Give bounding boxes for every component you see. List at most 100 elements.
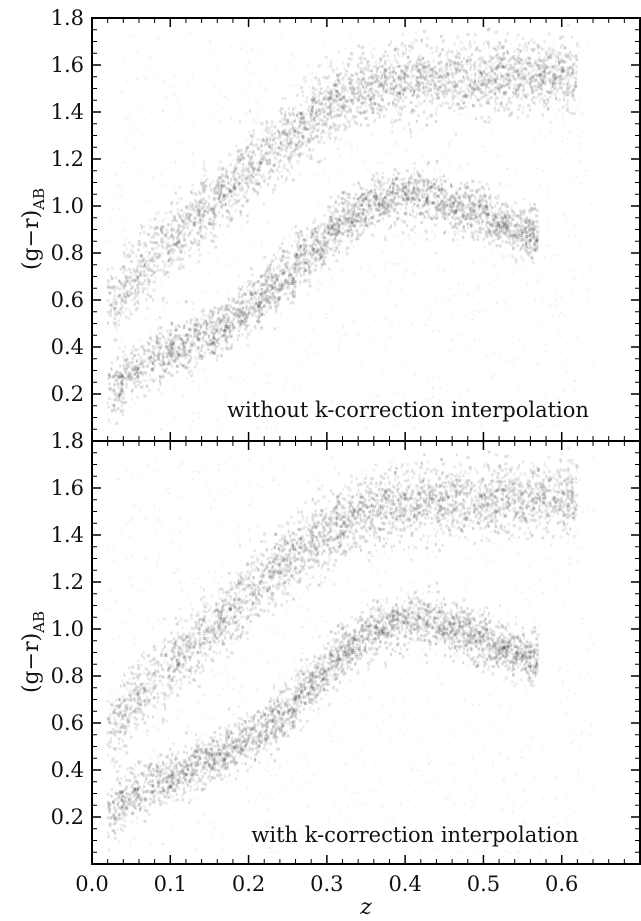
- density-bin: [122, 271, 126, 275]
- density-bin: [181, 244, 184, 248]
- density-bin: [252, 150, 255, 154]
- density-bin: [246, 145, 250, 149]
- density-bin: [409, 60, 412, 63]
- density-bin: [195, 213, 198, 217]
- density-bin: [415, 83, 418, 87]
- density-bin: [258, 173, 261, 177]
- density-bin: [503, 51, 506, 55]
- density-bin: [426, 89, 429, 93]
- density-bin: [156, 232, 159, 236]
- density-bin: [110, 274, 113, 278]
- density-bin: [335, 89, 338, 93]
- density-bin: [453, 293, 456, 296]
- density-bin: [558, 78, 561, 82]
- density-bin: [383, 140, 385, 143]
- density-bin: [221, 198, 225, 202]
- density-bin: [253, 363, 256, 366]
- density-bin: [177, 212, 179, 215]
- density-bin: [494, 99, 497, 103]
- density-bin: [433, 187, 437, 190]
- density-bin: [379, 183, 383, 187]
- density-bin: [129, 125, 132, 128]
- density-bin: [328, 93, 331, 97]
- density-bin: [458, 202, 462, 206]
- density-bin: [519, 77, 522, 81]
- density-bin: [511, 55, 515, 59]
- density-bin: [555, 96, 558, 100]
- density-bin: [363, 90, 366, 94]
- density-bin: [233, 170, 237, 174]
- density-bin: [342, 96, 346, 100]
- density-bin: [410, 196, 414, 200]
- density-bin: [508, 183, 511, 186]
- density-bin: [407, 197, 410, 201]
- density-bin: [313, 174, 316, 177]
- density-bin: [491, 56, 495, 60]
- density-bin: [350, 78, 354, 82]
- density-bin: [403, 79, 406, 83]
- density-bin: [150, 269, 153, 273]
- density-bin: [337, 81, 341, 85]
- density-bin: [178, 337, 182, 341]
- density-bin: [401, 186, 405, 190]
- density-bin: [344, 69, 348, 73]
- density-bin: [183, 243, 187, 247]
- density-bin: [368, 190, 371, 194]
- density-bin: [368, 83, 372, 87]
- density-bin: [231, 216, 234, 220]
- density-bin: [264, 271, 268, 275]
- density-bin: [425, 123, 429, 127]
- density-bin: [427, 79, 431, 83]
- density-bin: [568, 86, 571, 90]
- density-bin: [237, 157, 241, 161]
- density-bin: [325, 89, 328, 93]
- density-bin: [129, 292, 132, 296]
- density-bin: [113, 323, 117, 327]
- density-bin: [279, 45, 282, 48]
- density-bin: [357, 219, 360, 223]
- density-bin: [516, 94, 520, 98]
- density-bin: [432, 216, 435, 219]
- density-bin: [119, 307, 123, 311]
- density-bin: [378, 80, 381, 84]
- density-bin: [199, 226, 202, 230]
- density-bin: [498, 86, 502, 90]
- density-bin: [279, 153, 282, 157]
- density-bin: [257, 169, 260, 172]
- density-bin: [257, 304, 260, 308]
- density-bin: [228, 188, 232, 192]
- density-bin: [143, 230, 145, 234]
- density-bin: [312, 136, 315, 140]
- density-bin: [243, 177, 246, 180]
- density-bin: [583, 174, 586, 177]
- density-bin: [178, 232, 182, 236]
- density-bin: [454, 84, 457, 88]
- density-bin: [230, 343, 233, 347]
- density-bin: [518, 87, 521, 91]
- density-bin: [218, 200, 222, 204]
- density-bin: [473, 81, 477, 85]
- density-bin: [272, 138, 276, 142]
- density-bin: [217, 167, 220, 171]
- density-bin: [223, 167, 227, 171]
- density-bin: [427, 380, 430, 383]
- density-bin: [260, 107, 263, 110]
- density-bin: [517, 75, 521, 79]
- density-bin: [411, 66, 414, 70]
- density-bin: [547, 32, 551, 36]
- density-bin: [570, 111, 574, 115]
- density-bin: [327, 99, 331, 103]
- density-bin: [113, 316, 117, 320]
- density-bin: [218, 89, 221, 92]
- density-bin: [342, 95, 345, 99]
- density-bin: [388, 59, 390, 63]
- density-bin: [141, 290, 144, 294]
- density-bin: [516, 70, 519, 74]
- density-bin: [426, 210, 429, 214]
- density-bin: [406, 55, 410, 59]
- density-bin: [251, 135, 255, 139]
- density-bin: [263, 255, 267, 259]
- density-bin: [364, 97, 368, 101]
- density-bin: [372, 337, 375, 340]
